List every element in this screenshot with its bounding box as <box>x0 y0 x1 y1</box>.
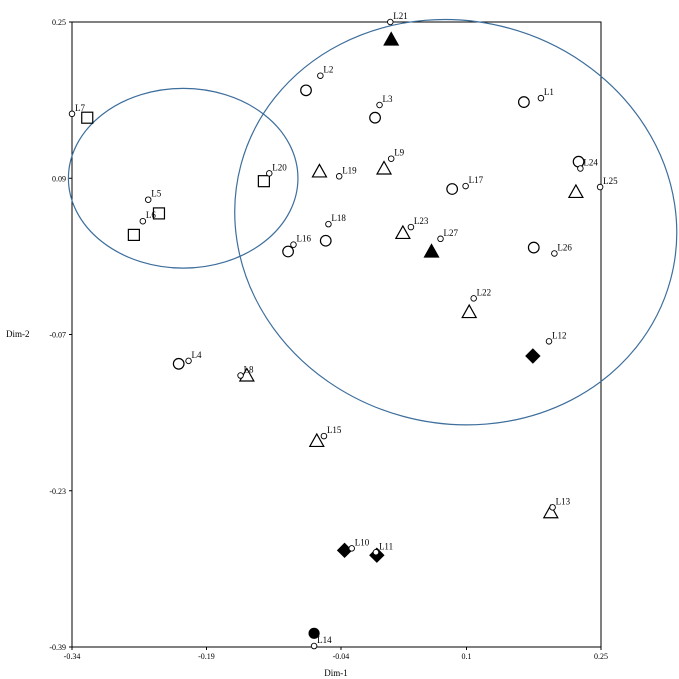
x-tick-label: -0.04 <box>333 652 350 661</box>
triangle-filled-marker <box>423 243 440 258</box>
cluster-ellipse-2 <box>234 18 678 426</box>
point-l11 <box>372 549 380 556</box>
point-l4 <box>185 357 192 365</box>
triangle-open-marker <box>311 163 328 178</box>
circle-filled-marker <box>308 627 320 639</box>
point-label-l18: L18 <box>331 213 346 223</box>
circle-open-marker <box>172 357 185 370</box>
square-open-marker <box>152 207 166 220</box>
y-tick-label: -0.07 <box>49 331 66 340</box>
point-l9 <box>387 155 395 162</box>
x-tick-label: 0.1 <box>462 652 472 661</box>
point-l21 <box>387 18 394 26</box>
point-l19 <box>335 173 343 180</box>
circle-open-marker <box>446 183 459 195</box>
point-label-l27: L27 <box>444 228 459 238</box>
point-l3 <box>376 101 383 109</box>
point-l16 <box>290 241 297 248</box>
point-l13 <box>549 504 556 511</box>
circle-open-marker <box>319 234 332 247</box>
point-l23 <box>407 223 415 231</box>
triangle-open-marker <box>567 183 584 199</box>
point-label-l16: L16 <box>296 234 311 244</box>
y-axis-title: Dim-2 <box>6 329 30 339</box>
point-l27 <box>437 235 444 243</box>
point-label-l24: L24 <box>583 157 598 167</box>
labeled-points: L1 L2 L3 L4 L5 L6 L7 L8 L9 L10 L11 L12 L13 L14 L15 L16 L… <box>68 11 618 650</box>
circle-open-marker <box>527 241 540 254</box>
point-l26 <box>551 250 558 257</box>
circle-open-marker <box>300 84 312 97</box>
square-open-marker <box>257 175 270 188</box>
point-l22 <box>470 295 477 302</box>
circle-open-marker <box>369 111 381 124</box>
markers <box>81 31 585 639</box>
point-l12 <box>545 338 553 345</box>
point-l15 <box>320 432 328 440</box>
square-open-marker <box>127 228 140 241</box>
point-label-l15: L15 <box>327 425 342 435</box>
y-tick-label: 0.09 <box>52 174 66 183</box>
y-tick-label: -0.23 <box>49 487 66 496</box>
point-l2 <box>317 72 324 79</box>
triangle-open-marker <box>375 160 393 175</box>
point-label-l19: L19 <box>342 165 357 175</box>
x-tick-label: -0.19 <box>198 652 215 661</box>
square-open-marker <box>81 111 94 124</box>
circle-open-marker <box>282 245 294 258</box>
point-label-l5: L5 <box>151 189 161 199</box>
point-l20 <box>266 170 273 177</box>
point-label-l13: L13 <box>556 496 571 506</box>
diamond-filled-marker <box>525 348 541 364</box>
point-label-l12: L12 <box>552 330 567 340</box>
point-label-l21: L21 <box>393 11 408 21</box>
point-label-l22: L22 <box>477 287 492 297</box>
point-label-l14: L14 <box>317 635 332 645</box>
point-label-l1: L1 <box>544 87 554 97</box>
circle-open-marker <box>517 96 530 108</box>
point-label-l3: L3 <box>383 94 393 104</box>
x-tick-label: 0.25 <box>594 652 608 661</box>
point-l1 <box>537 94 545 102</box>
triangle-open-marker <box>394 224 411 240</box>
x-tick-label: -0.34 <box>64 652 81 661</box>
point-l10 <box>348 545 355 552</box>
x-axis-title: Dim-1 <box>324 668 348 678</box>
point-label-l26: L26 <box>557 242 572 252</box>
point-l5 <box>144 196 152 203</box>
point-label-l4: L4 <box>192 350 202 360</box>
point-label-l23: L23 <box>414 216 429 226</box>
triangle-open-marker <box>308 432 325 448</box>
y-tick-label: -0.39 <box>49 643 66 652</box>
point-label-l11: L11 <box>379 541 393 551</box>
point-label-l7: L7 <box>75 103 85 113</box>
point-label-l9: L9 <box>394 148 404 158</box>
point-l25 <box>596 183 604 191</box>
cluster-ellipses <box>67 18 678 426</box>
point-l24 <box>577 165 584 172</box>
plot-frame <box>71 21 602 648</box>
triangle-open-marker <box>542 504 559 519</box>
point-l7 <box>68 110 76 118</box>
triangle-filled-marker <box>383 31 400 46</box>
y-tick-label: 0.25 <box>52 18 66 27</box>
cluster-ellipse-1 <box>67 87 299 269</box>
point-label-l20: L20 <box>272 162 287 172</box>
point-label-l17: L17 <box>469 175 484 185</box>
point-l8 <box>237 372 244 379</box>
point-label-l10: L10 <box>355 537 370 547</box>
point-label-l25: L25 <box>603 176 618 186</box>
point-label-l6: L6 <box>146 210 156 220</box>
triangle-open-marker <box>461 303 478 319</box>
point-l14 <box>310 642 318 650</box>
circle-open-marker <box>572 155 585 168</box>
point-l6 <box>139 217 147 225</box>
point-l18 <box>325 220 332 228</box>
axis-ticks: -0.34 -0.19 -0.04 0.1 0.25 0.25 0.09 -0.07 -0.23… <box>49 18 608 661</box>
point-label-l8: L8 <box>244 365 254 375</box>
point-l17 <box>462 182 469 190</box>
point-label-l2: L2 <box>323 65 333 75</box>
